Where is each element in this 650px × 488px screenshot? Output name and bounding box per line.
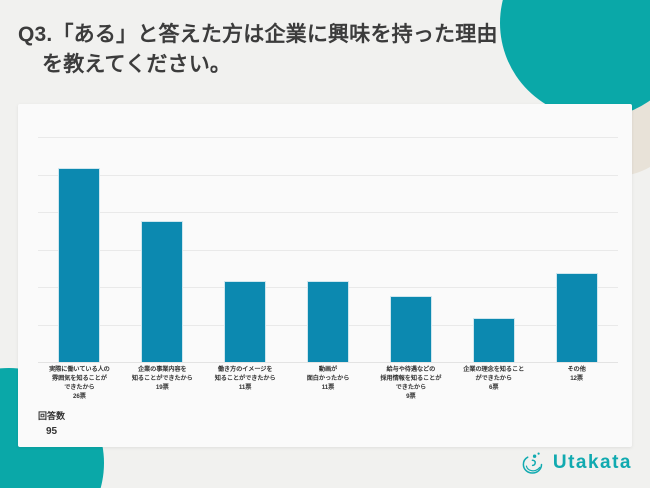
chart-gridline xyxy=(38,212,618,214)
utakata-logo: Utakata xyxy=(520,450,632,476)
chart-x-label-votes: 26票 xyxy=(73,392,86,400)
chart-x-label-line: その他 xyxy=(567,366,586,373)
chart-bar[interactable] xyxy=(472,318,515,363)
chart-bar-slot xyxy=(287,138,370,363)
chart-bars xyxy=(38,138,618,363)
chart-baseline xyxy=(38,362,618,363)
chart-x-label-votes: 9票 xyxy=(406,392,416,400)
chart-gridline xyxy=(38,137,618,138)
chart-card: 実際に働いている人の 雰囲気を知ることが できたから 26票 企業の事業内容を 知ることが… xyxy=(18,104,632,447)
chart-x-label: 動画が 面白かったから 11票 xyxy=(287,366,370,402)
chart-bar[interactable] xyxy=(307,280,349,363)
chart-x-label-line: ができたから xyxy=(475,374,512,382)
respondent-count-value: 95 xyxy=(45,425,58,437)
chart-plot-area xyxy=(38,137,618,363)
chart-bar-slot xyxy=(452,138,535,363)
chart-x-label-votes: 19票 xyxy=(155,383,169,391)
chart-x-label-line: できたから xyxy=(395,383,427,391)
page-title: Q3.「ある」と答えた方は企業に興味を持った理由 を教えてください。 xyxy=(18,20,588,81)
chart-x-label-line: 採用情報を知ることが xyxy=(380,374,442,382)
chart-x-label-line: 知ることができたから xyxy=(131,374,193,382)
chart-x-label-line: 給与や待遇などの xyxy=(386,366,436,373)
respondent-count: 回答数 95 xyxy=(38,410,65,439)
chart-x-label-line: できたから xyxy=(64,383,95,391)
chart-x-label-votes: 12票 xyxy=(570,374,583,382)
chart-x-label: 企業の理念を知ること ができたから 6票 xyxy=(452,366,535,402)
chart-x-label-votes: 6票 xyxy=(489,383,499,391)
chart-x-label: 実際に働いている人の 雰囲気を知ることが できたから 26票 xyxy=(38,366,121,402)
chart-bar-slot xyxy=(535,138,618,363)
chart-x-label: 企業の事業内容を 知ることができたから 19票 xyxy=(121,366,204,402)
chart-gridline xyxy=(38,249,618,251)
chart-x-label-line: 実際に働いている人の xyxy=(49,366,110,373)
page-title-line-1: Q3.「ある」と答えた方は企業に興味を持った理由 xyxy=(18,23,498,46)
utakata-logo-text: Utakata xyxy=(552,452,632,473)
chart-x-label-votes: 11票 xyxy=(321,383,335,391)
chart-x-label: 働き方のイメージを 知ることができたから 11票 xyxy=(204,366,287,402)
chart-x-label-line: 雰囲気を知ることが xyxy=(52,374,107,382)
page-title-line-2: を教えてください。 xyxy=(42,53,232,77)
chart-bar[interactable] xyxy=(58,168,101,363)
chart-x-label-line: 働き方のイメージを xyxy=(217,366,273,373)
chart-x-label: 給与や待遇などの 採用情報を知ることが できたから 9票 xyxy=(369,366,452,402)
chart-bar-slot xyxy=(121,138,204,363)
chart-bar[interactable] xyxy=(141,220,184,363)
chart-x-label-votes: 11票 xyxy=(238,383,252,391)
chart-bar[interactable] xyxy=(555,273,598,363)
chart-bar[interactable] xyxy=(224,280,267,363)
chart-x-label-line: 面白かったから xyxy=(306,374,350,382)
chart-x-label-line: 企業の理念を知ること xyxy=(463,366,525,373)
chart-gridline xyxy=(38,174,618,176)
chart-bar[interactable] xyxy=(389,295,432,363)
chart-bar-slot xyxy=(204,138,287,363)
utakata-swirl-icon xyxy=(520,450,546,476)
chart-x-label-line: 知ることができたから xyxy=(214,374,276,382)
chart-x-label: その他 12票 xyxy=(535,366,618,402)
chart-bar-slot xyxy=(38,138,121,363)
respondent-count-label: 回答数 xyxy=(38,411,66,421)
chart-x-label-line: 企業の事業内容を xyxy=(137,366,187,373)
chart-bar-slot xyxy=(369,138,452,363)
chart-x-label-line: 動画が xyxy=(318,366,338,373)
chart-x-axis-labels: 実際に働いている人の 雰囲気を知ることが できたから 26票 企業の事業内容を 知ることが… xyxy=(38,366,618,402)
